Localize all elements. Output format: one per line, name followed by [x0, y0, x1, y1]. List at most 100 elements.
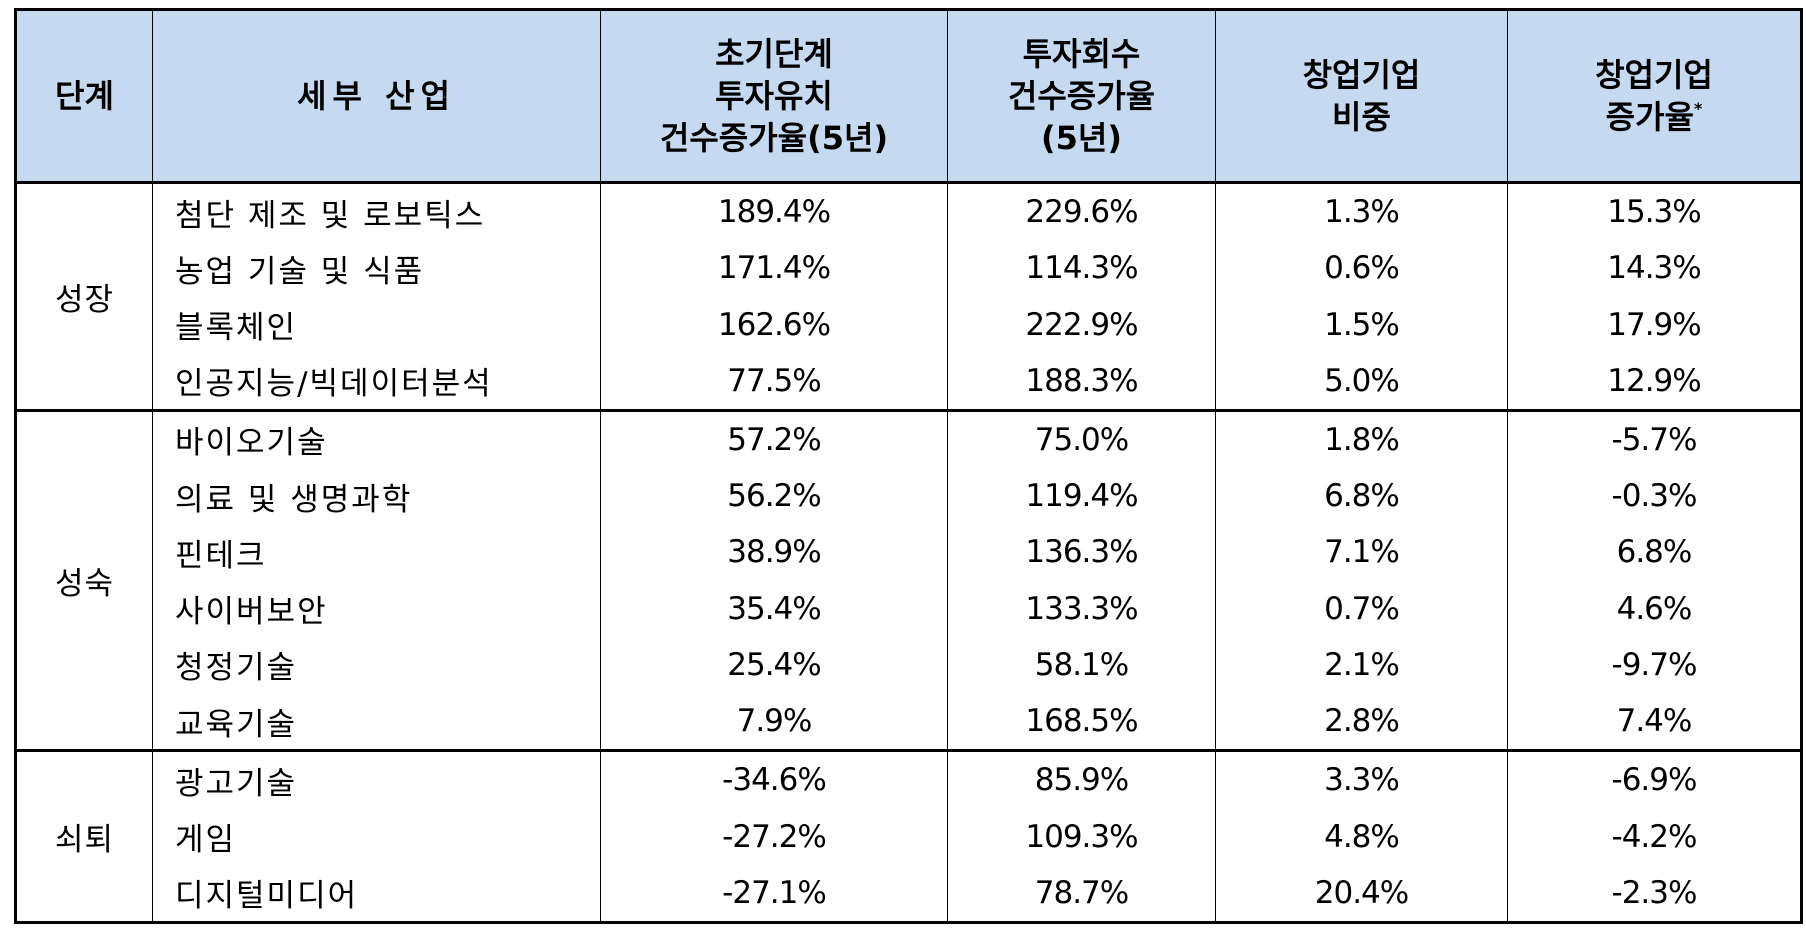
early-investment-cell: 38.9% — [600, 524, 948, 581]
early-investment-cell: -27.1% — [600, 864, 948, 924]
stage-cell: 성숙 — [15, 410, 153, 753]
startup-share-cell: 4.8% — [1215, 808, 1508, 865]
startup-growth-cell: 4.6% — [1507, 580, 1802, 637]
industry-cell: 의료 및 생명과학 — [152, 468, 601, 525]
startup-share-cell: 2.8% — [1215, 692, 1508, 753]
startup-share-cell: 3.3% — [1215, 750, 1508, 809]
industry-cell: 청정기술 — [152, 636, 601, 693]
early-investment-cell: -27.2% — [600, 808, 948, 865]
stage-cell: 성장 — [15, 182, 153, 412]
exit-cell: 109.3% — [947, 808, 1216, 865]
startup-share-cell: 0.6% — [1215, 240, 1508, 297]
table-row: 블록체인 162.6% 222.9% 1.5% 17.9% — [16, 296, 1802, 353]
table-header: 단계 세부 산업 초기단계 투자유치 건수증가율(5년) 투자회수 건수증가율 … — [15, 9, 1802, 184]
industry-cell: 블록체인 — [152, 296, 601, 353]
early-investment-cell: -34.6% — [600, 750, 948, 809]
table-row: 의료 및 생명과학 56.2% 119.4% 6.8% -0.3% — [16, 468, 1802, 525]
header-startup-growth: 창업기업 증가율* — [1507, 9, 1802, 184]
startup-growth-cell: -4.2% — [1507, 808, 1802, 865]
exit-cell: 114.3% — [947, 240, 1216, 297]
early-investment-cell: 57.2% — [600, 410, 948, 469]
exit-cell: 119.4% — [947, 468, 1216, 525]
early-investment-cell: 7.9% — [600, 692, 948, 753]
startup-growth-cell: 15.3% — [1507, 182, 1802, 241]
exit-cell: 133.3% — [947, 580, 1216, 637]
header-early-line-3: 건수증가율(5년) — [659, 119, 889, 157]
header-share-line-2: 비중 — [1332, 98, 1391, 136]
table-row: 쇠퇴 광고기술 -34.6% 85.9% 3.3% -6.9% — [15, 750, 1802, 924]
startup-growth-cell: 12.9% — [1507, 352, 1802, 412]
exit-cell: 78.7% — [947, 864, 1216, 924]
header-exit-line-1: 투자회수 — [1022, 35, 1141, 73]
startup-growth-cell: -5.7% — [1507, 410, 1802, 469]
exit-cell: 168.5% — [947, 692, 1216, 753]
early-investment-cell: 189.4% — [600, 182, 948, 241]
startup-growth-cell: 14.3% — [1507, 240, 1802, 297]
startup-share-cell: 0.7% — [1215, 580, 1508, 637]
industry-cell: 게임 — [152, 808, 601, 865]
footnote-mark: * — [1693, 99, 1703, 118]
exit-cell: 188.3% — [947, 352, 1216, 412]
early-investment-cell: 171.4% — [600, 240, 948, 297]
header-exit: 투자회수 건수증가율 (5년) — [947, 9, 1216, 184]
exit-cell: 75.0% — [947, 410, 1216, 469]
header-row: 단계 세부 산업 초기단계 투자유치 건수증가율(5년) 투자회수 건수증가율 … — [15, 9, 1802, 184]
stage-cell: 쇠퇴 — [15, 750, 153, 924]
early-investment-cell: 56.2% — [600, 468, 948, 525]
table-row: 디지털미디어 -27.1% 78.7% 20.4% -2.3% — [16, 864, 1802, 924]
exit-cell: 229.6% — [947, 182, 1216, 241]
header-industry: 세부 산업 — [152, 9, 601, 184]
startup-share-cell: 2.1% — [1215, 636, 1508, 693]
exit-cell: 58.1% — [947, 636, 1216, 693]
startup-growth-cell: 7.4% — [1507, 692, 1802, 753]
header-startup-share: 창업기업 비중 — [1215, 9, 1508, 184]
header-early-line-1: 초기단계 — [715, 35, 833, 73]
header-share-line-1: 창업기업 — [1302, 56, 1421, 94]
table-row: 교육기술 7.9% 168.5% 2.8% 7.4% — [16, 692, 1802, 753]
table-row: 청정기술 25.4% 58.1% 2.1% -9.7% — [16, 636, 1802, 693]
startup-growth-cell: -9.7% — [1507, 636, 1802, 693]
early-investment-cell: 77.5% — [600, 352, 948, 412]
startup-share-cell: 20.4% — [1215, 864, 1508, 924]
header-exit-line-2: 건수증가율 — [1007, 77, 1156, 115]
table-row: 성숙 바이오기술 57.2% 75.0% 1.8% -5.7% — [15, 410, 1802, 753]
industry-cell: 농업 기술 및 식품 — [152, 240, 601, 297]
industry-cell: 바이오기술 — [152, 410, 601, 469]
header-growth-line-1: 창업기업 — [1595, 56, 1713, 94]
startup-growth-cell: 17.9% — [1507, 296, 1802, 353]
table-container: 단계 세부 산업 초기단계 투자유치 건수증가율(5년) 투자회수 건수증가율 … — [14, 8, 1803, 924]
startup-share-cell: 6.8% — [1215, 468, 1508, 525]
industry-growth-table: 단계 세부 산업 초기단계 투자유치 건수증가율(5년) 투자회수 건수증가율 … — [14, 8, 1803, 924]
header-growth-line-2-text: 증가율 — [1605, 98, 1694, 136]
early-investment-cell: 35.4% — [600, 580, 948, 637]
industry-cell: 핀테크 — [152, 524, 601, 581]
startup-share-cell: 7.1% — [1215, 524, 1508, 581]
industry-cell: 광고기술 — [152, 750, 601, 809]
table-row: 인공지능/빅데이터분석 77.5% 188.3% 5.0% 12.9% — [16, 352, 1802, 412]
startup-growth-cell: 6.8% — [1507, 524, 1802, 581]
header-growth-line-2: 증가율* — [1509, 96, 1801, 138]
startup-share-cell: 1.8% — [1215, 410, 1508, 469]
industry-cell: 첨단 제조 및 로보틱스 — [152, 182, 601, 241]
header-exit-line-3: (5년) — [1041, 119, 1122, 157]
industry-cell: 사이버보안 — [152, 580, 601, 637]
early-investment-cell: 162.6% — [600, 296, 948, 353]
startup-growth-cell: -0.3% — [1507, 468, 1802, 525]
industry-cell: 인공지능/빅데이터분석 — [152, 352, 601, 412]
startup-growth-cell: -2.3% — [1507, 864, 1802, 924]
exit-cell: 85.9% — [947, 750, 1216, 809]
table-row: 게임 -27.2% 109.3% 4.8% -4.2% — [16, 808, 1802, 865]
industry-cell: 디지털미디어 — [152, 864, 601, 924]
industry-cell: 교육기술 — [152, 692, 601, 753]
early-investment-cell: 25.4% — [600, 636, 948, 693]
exit-cell: 222.9% — [947, 296, 1216, 353]
table-row: 농업 기술 및 식품 171.4% 114.3% 0.6% 14.3% — [16, 240, 1802, 297]
table-row: 성장 첨단 제조 및 로보틱스 189.4% 229.6% 1.3% 15.3% — [15, 182, 1802, 412]
table-row: 핀테크 38.9% 136.3% 7.1% 6.8% — [16, 524, 1802, 581]
startup-share-cell: 1.3% — [1215, 182, 1508, 241]
startup-share-cell: 5.0% — [1215, 352, 1508, 412]
startup-share-cell: 1.5% — [1215, 296, 1508, 353]
startup-growth-cell: -6.9% — [1507, 750, 1802, 809]
header-early-line-2: 투자유치 — [715, 77, 833, 115]
header-stage: 단계 — [15, 9, 153, 184]
